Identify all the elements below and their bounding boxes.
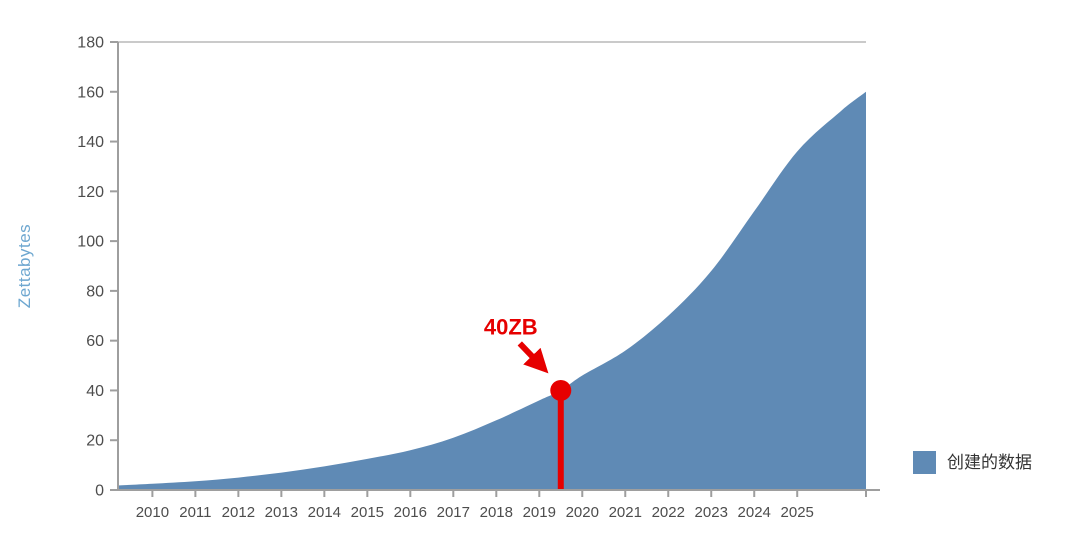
x-tick-label: 2020 [566,504,599,521]
x-tick-label: 2011 [179,504,211,521]
x-tick-label: 2025 [781,504,814,521]
x-tick-label: 2018 [480,504,513,521]
x-tick-label: 2022 [652,504,685,521]
y-tick-label: 120 [77,184,104,201]
x-tick-label: 2013 [265,504,298,521]
y-tick-label: 180 [77,35,104,52]
x-tick-label: 2017 [437,504,470,521]
legend-swatch [913,451,936,474]
legend: 创建的数据 [913,451,1032,474]
x-tick-label: 2012 [222,504,255,521]
annotation-dot [550,379,572,401]
y-tick-label: 160 [77,84,104,101]
x-tick-label: 2014 [308,504,341,521]
x-tick-label: 2021 [609,504,642,521]
annotation-arrow-icon [517,341,549,374]
x-tick-label: 2019 [523,504,556,521]
y-tick-label: 60 [86,333,104,350]
x-tick-label: 2015 [351,504,384,521]
x-tick-label: 2023 [695,504,728,521]
y-tick-label: 0 [95,483,104,500]
y-tick-label: 40 [86,383,104,400]
y-tick-label: 140 [77,134,104,151]
y-tick-label: 20 [86,433,104,450]
annotation-callout: 40ZB [484,314,572,489]
x-tick-label: 2016 [394,504,427,521]
y-tick-label: 100 [77,234,104,251]
x-tick-label: 2024 [738,504,771,521]
area-series [118,91,866,491]
y-axis-title: Zettabytes [15,224,34,308]
legend-label: 创建的数据 [947,453,1032,472]
annotation-label: 40ZB [484,314,538,339]
y-tick-label: 80 [86,283,104,300]
x-tick-label: 2010 [136,504,169,521]
